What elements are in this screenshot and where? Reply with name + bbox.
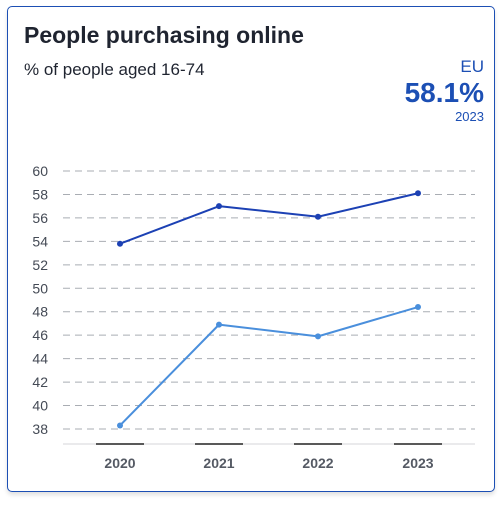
series-1-point: [216, 203, 222, 210]
y-tick-label: 50: [32, 280, 48, 296]
kpi-value: 58.1%: [404, 77, 484, 108]
kpi-region-label: EU: [460, 57, 484, 76]
y-tick-label: 58: [32, 186, 48, 202]
kpi-year: 2023: [455, 109, 484, 124]
x-tick-label: 2021: [203, 455, 234, 471]
chart-subtitle: % of people aged 16-74: [24, 60, 205, 79]
series-2-point: [415, 304, 421, 311]
series-1-line: [119, 192, 419, 245]
series-1-point: [315, 213, 321, 220]
series-2-point: [117, 422, 123, 429]
y-tick-label: 60: [32, 163, 48, 179]
kpi-block: EU 58.1% 2023: [405, 57, 484, 125]
x-tick-label: 2022: [302, 455, 333, 471]
y-tick-label: 46: [32, 327, 48, 343]
chart-title: People purchasing online: [24, 22, 304, 48]
series-2-point: [216, 321, 222, 328]
y-tick-label: 56: [32, 210, 48, 226]
series-1-point: [415, 190, 421, 197]
y-tick-label: 44: [32, 351, 48, 367]
x-tick-label: 2020: [104, 455, 135, 471]
y-tick-label: 38: [32, 421, 48, 437]
series-1-point: [117, 240, 123, 247]
y-tick-label: 42: [32, 374, 48, 390]
x-tick-label: 2023: [402, 455, 433, 471]
series-2-point: [315, 333, 321, 340]
series-2-line: [119, 306, 419, 427]
y-tick-label: 40: [32, 398, 48, 414]
y-tick-label: 54: [32, 233, 48, 249]
y-tick-label: 48: [32, 304, 48, 320]
chart-card: People purchasing online % of people age…: [7, 6, 495, 492]
y-tick-label: 52: [32, 257, 48, 273]
